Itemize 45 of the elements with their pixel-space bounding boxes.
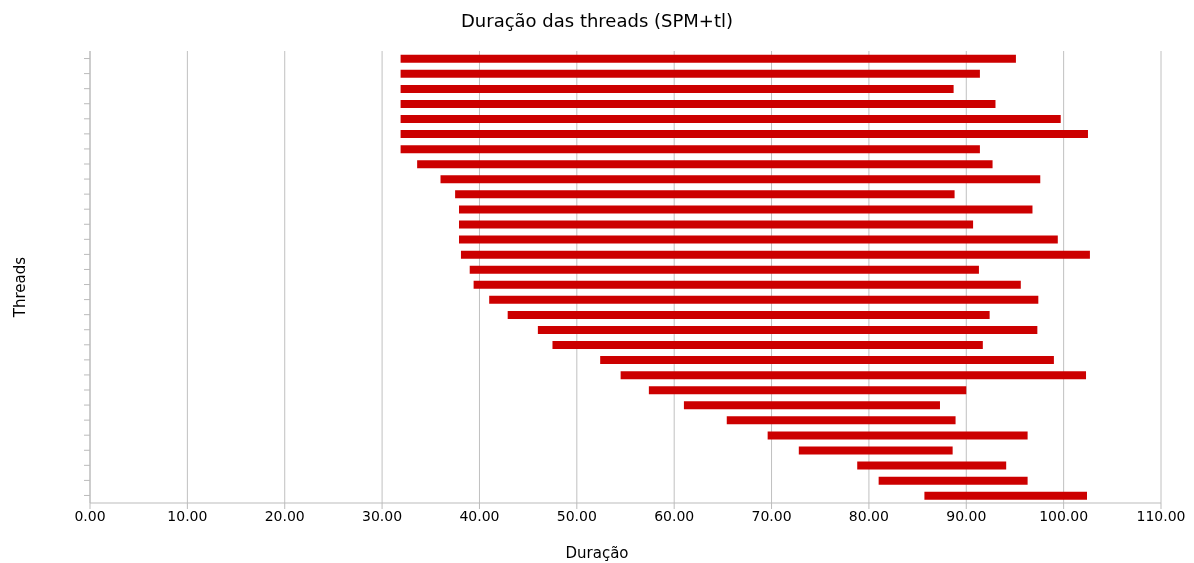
x-tick-label: 60.00 (654, 507, 695, 524)
x-tick-label: 10.00 (167, 507, 208, 524)
bar (469, 265, 979, 274)
bar (400, 145, 980, 154)
x-tick-label: 50.00 (556, 507, 597, 524)
x-axis-title: Duração (564, 544, 630, 562)
x-tick-label: 20.00 (264, 507, 305, 524)
x-tick-label: 30.00 (362, 507, 403, 524)
bar (600, 356, 1054, 365)
bar (489, 295, 1039, 304)
bar (460, 250, 1090, 259)
x-tick-label: 100.00 (1039, 507, 1089, 524)
bar (878, 476, 1028, 485)
bar (648, 386, 967, 395)
bar (473, 280, 1021, 289)
bar (726, 416, 956, 425)
bar (459, 205, 1033, 214)
bar (400, 54, 1016, 63)
bar (620, 371, 1087, 380)
x-tick-label: 40.00 (459, 507, 500, 524)
bar (552, 341, 983, 350)
bar (924, 491, 1087, 500)
bar (798, 446, 953, 455)
bar (459, 220, 974, 229)
bar (400, 115, 1061, 124)
x-tick-label: 80.00 (848, 507, 889, 524)
bar (400, 99, 996, 108)
bar (400, 84, 954, 93)
y-axis-title: Threads (11, 255, 29, 320)
bar (440, 175, 1041, 184)
bar (459, 235, 1058, 244)
x-tick-label: 90.00 (946, 507, 987, 524)
bar (400, 69, 980, 78)
bar (507, 310, 990, 319)
bar (400, 130, 1088, 139)
bar (683, 401, 940, 410)
bar (537, 325, 1038, 334)
x-tick-label: 110.00 (1136, 507, 1186, 524)
bar (417, 160, 993, 169)
chart-title: Duração das threads (SPM+tl) (460, 10, 734, 31)
bar (455, 190, 955, 199)
x-tick-label: 70.00 (751, 507, 792, 524)
x-tick-label: 0.00 (74, 507, 106, 524)
bar (857, 461, 1007, 470)
bar (767, 431, 1028, 440)
